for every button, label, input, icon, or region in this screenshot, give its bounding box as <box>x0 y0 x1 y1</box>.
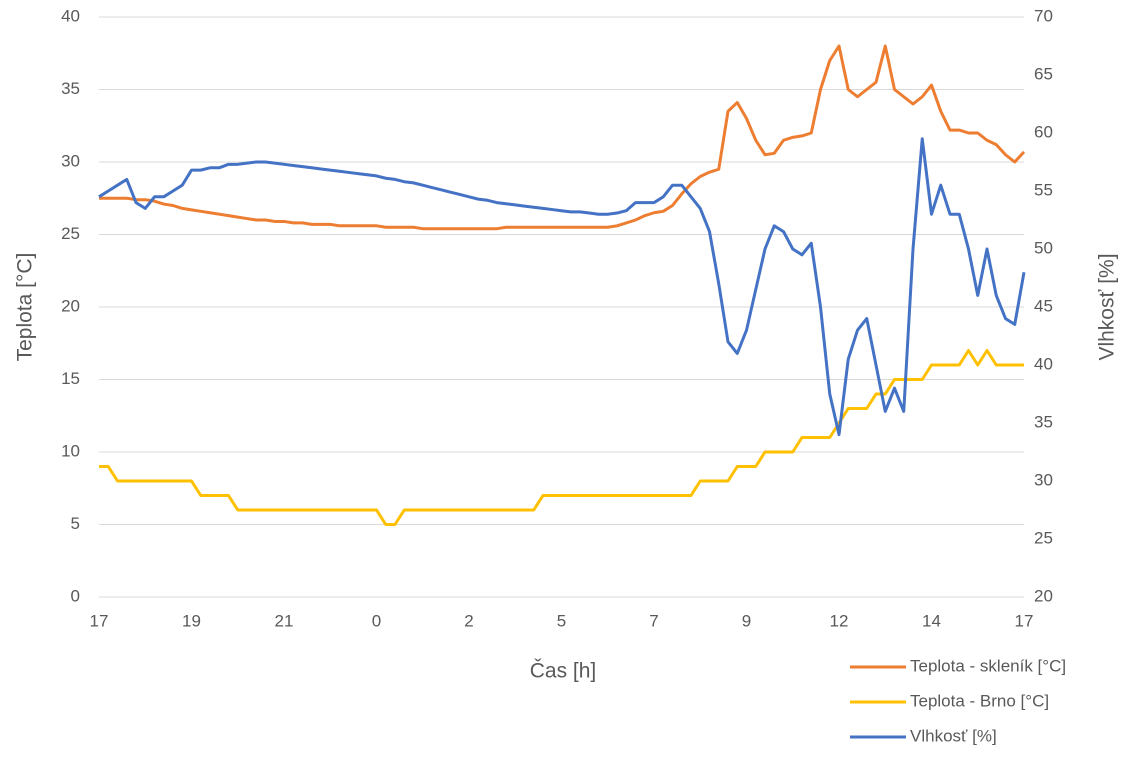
y-tick-label: 15 <box>61 369 80 388</box>
x-tick-label: 21 <box>275 611 294 630</box>
x-tick-label: 17 <box>1015 611 1034 630</box>
y2-tick-label: 35 <box>1034 412 1053 431</box>
x-tick-label: 17 <box>90 611 109 630</box>
y2-tick-label: 60 <box>1034 122 1053 141</box>
y2-axis-title: Vlhkosť [%] <box>1096 253 1119 360</box>
legend-label: Teplota - Brno [°C] <box>910 691 1049 710</box>
y-tick-label: 40 <box>61 6 80 25</box>
y-tick-label: 5 <box>71 514 80 533</box>
y2-tick-label: 40 <box>1034 354 1053 373</box>
legend-label: Vlhkosť [%] <box>910 726 997 745</box>
y2-tick-label: 70 <box>1034 6 1053 25</box>
x-tick-label: 12 <box>830 611 849 630</box>
y2-tick-label: 25 <box>1034 528 1053 547</box>
y2-tick-label: 20 <box>1034 586 1053 605</box>
x-tick-label: 5 <box>557 611 566 630</box>
y2-tick-label: 30 <box>1034 470 1053 489</box>
y-tick-label: 35 <box>61 79 80 98</box>
y-tick-label: 20 <box>61 296 80 315</box>
y2-tick-label: 45 <box>1034 296 1053 315</box>
x-tick-label: 2 <box>464 611 473 630</box>
x-tick-label: 14 <box>922 611 941 630</box>
y2-tick-label: 65 <box>1034 64 1053 83</box>
y-axis-title: Teplota [°C] <box>14 253 37 362</box>
y-tick-label: 10 <box>61 441 80 460</box>
legend-label: Teplota - skleník [°C] <box>910 656 1066 675</box>
y2-tick-label: 50 <box>1034 238 1053 257</box>
y-tick-label: 0 <box>71 586 80 605</box>
y-tick-label: 30 <box>61 151 80 170</box>
x-tick-label: 0 <box>372 611 381 630</box>
x-tick-label: 9 <box>742 611 751 630</box>
x-axis-title: Čas [h] <box>530 660 597 683</box>
series-line <box>99 349 1024 526</box>
series-line <box>98 137 1026 437</box>
y2-tick-label: 55 <box>1034 180 1053 199</box>
x-tick-label: 7 <box>649 611 658 630</box>
y-tick-label: 25 <box>61 224 80 243</box>
series-line <box>99 44 1026 231</box>
x-tick-label: 19 <box>182 611 201 630</box>
